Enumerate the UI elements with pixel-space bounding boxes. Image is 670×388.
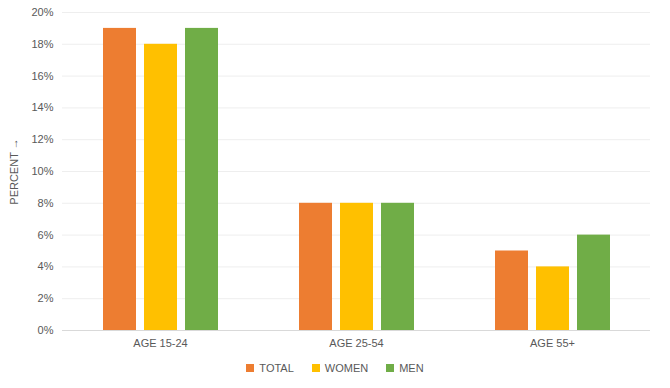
svg-text:8%: 8% [38,197,54,209]
svg-text:4%: 4% [38,260,54,272]
svg-text:6%: 6% [38,229,54,241]
svg-text:0%: 0% [38,324,54,336]
svg-text:AGE 55+: AGE 55+ [530,337,575,349]
html-text:WOMEN: WOMEN [324,362,369,374]
svg-text:2%: 2% [38,292,54,304]
svg-text:18%: 18% [31,38,53,50]
svg-text:14%: 14% [31,101,53,113]
html-text:TOTAL: TOTAL [259,362,294,374]
svg-text:10%: 10% [31,165,53,177]
svg-text:12%: 12% [31,133,53,145]
svg-text:AGE 15-24: AGE 15-24 [133,337,187,349]
svg-text:AGE 25-54: AGE 25-54 [329,337,383,349]
html-text:MEN: MEN [399,362,424,374]
svg-text:20%: 20% [31,6,53,18]
svg-text:PERCENT →: PERCENT → [8,138,20,204]
svg-text:16%: 16% [31,70,53,82]
